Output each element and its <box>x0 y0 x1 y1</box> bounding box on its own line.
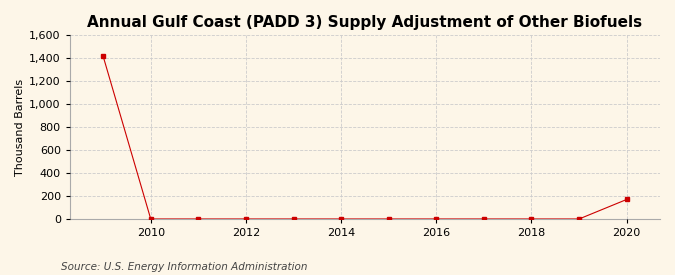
Y-axis label: Thousand Barrels: Thousand Barrels <box>15 79 25 176</box>
Title: Annual Gulf Coast (PADD 3) Supply Adjustment of Other Biofuels: Annual Gulf Coast (PADD 3) Supply Adjust… <box>87 15 643 30</box>
Text: Source: U.S. Energy Information Administration: Source: U.S. Energy Information Administ… <box>61 262 307 272</box>
